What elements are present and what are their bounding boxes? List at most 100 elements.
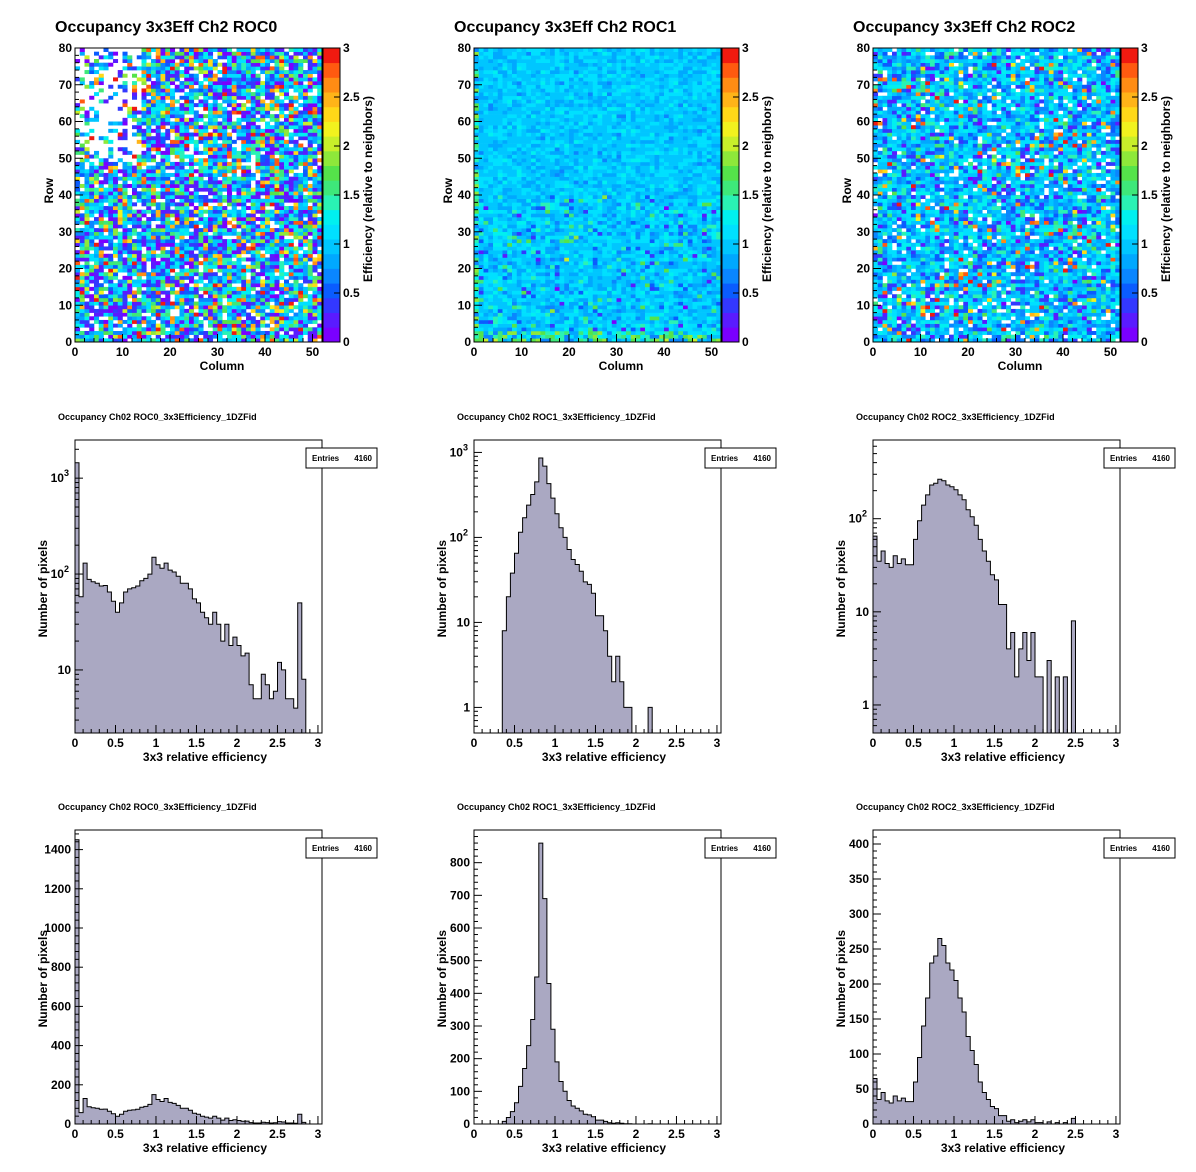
heatmap-cell	[108, 191, 114, 196]
heatmap-cell	[597, 268, 603, 273]
heatmap-cell	[578, 301, 584, 306]
heatmap-cell	[303, 117, 309, 122]
heatmap-cell	[75, 202, 81, 207]
heatmap-cell	[635, 294, 641, 299]
heatmap-cell	[692, 283, 698, 288]
heatmap-cell	[198, 84, 204, 89]
heatmap-cell	[545, 268, 551, 273]
heatmap-cell	[117, 308, 123, 313]
heatmap-cell	[531, 257, 537, 262]
heatmap-cell	[84, 59, 90, 63]
heatmap-cell	[113, 231, 119, 236]
heatmap-cell	[293, 51, 299, 56]
heatmap-cell	[113, 264, 119, 269]
heatmap-cell	[597, 275, 603, 280]
heatmap-cell	[288, 147, 294, 152]
heatmap-cell	[250, 114, 256, 119]
heatmap-cell	[227, 103, 233, 108]
heatmap-cell	[654, 327, 660, 332]
heatmap-cell	[170, 106, 176, 111]
heatmap-cell	[303, 319, 309, 324]
heatmap-cell	[284, 319, 290, 324]
heatmap-cell	[155, 99, 161, 104]
heatmap-cell	[274, 242, 280, 247]
heatmap-cell	[103, 139, 109, 144]
heatmap-cell	[265, 209, 271, 214]
heatmap-cell	[307, 106, 313, 111]
heatmap-cell	[564, 257, 570, 262]
heatmap-cell	[189, 121, 195, 126]
heatmap-cell	[626, 261, 632, 266]
heatmap-cell	[193, 323, 199, 328]
heatmap-cell	[136, 275, 142, 280]
heatmap-cell	[307, 217, 313, 222]
heatmap-cell	[635, 283, 641, 288]
heatmap-cell	[307, 246, 313, 251]
heatmap-cell	[155, 51, 161, 56]
heatmap-cell	[146, 154, 152, 159]
heatmap-cell	[179, 228, 185, 233]
heatmap-cell	[478, 305, 484, 310]
heatmap-cell	[678, 279, 684, 284]
heatmap-cell	[246, 62, 252, 67]
heatmap-cell	[236, 330, 242, 335]
heatmap-cell	[231, 73, 237, 78]
heatmap-cell	[132, 81, 138, 86]
heatmap-cell	[531, 330, 537, 335]
heatmap-cell	[683, 246, 689, 251]
heatmap-cell	[241, 268, 247, 273]
heatmap-cell	[165, 272, 171, 277]
heatmap-cell	[535, 257, 541, 262]
heatmap-cell	[545, 272, 551, 277]
heatmap-cell	[279, 114, 285, 119]
heatmap-cell	[246, 195, 252, 199]
heatmap-cell	[279, 253, 285, 258]
heatmap-cell	[246, 279, 252, 284]
heatmap-cell	[497, 246, 503, 251]
heatmap-cell	[236, 220, 242, 225]
heatmap-cell	[184, 121, 190, 126]
heatmap-cell	[706, 330, 712, 335]
heatmap-cell	[227, 261, 233, 266]
heatmap-cell	[79, 77, 85, 82]
heatmap-cell	[288, 62, 294, 67]
heatmap-cell	[174, 319, 180, 324]
heatmap-cell	[250, 77, 256, 82]
heatmap-cell	[683, 319, 689, 324]
heatmap-cell	[716, 294, 722, 299]
heatmap-cell	[113, 202, 119, 207]
heatmap-cell	[288, 228, 294, 233]
heatmap-cell	[246, 297, 252, 302]
heatmap-cell	[184, 183, 190, 188]
heatmap-cell	[284, 261, 290, 266]
heatmap-cell	[578, 272, 584, 277]
heatmap-cell	[265, 272, 271, 277]
heatmap-cell	[122, 220, 128, 225]
heatmap-cell	[84, 279, 90, 284]
heatmap-cell	[160, 213, 166, 218]
heatmap-cell	[136, 183, 142, 188]
heatmap-cell	[84, 172, 90, 177]
heatmap-cell	[630, 312, 636, 317]
heatmap-cell	[217, 231, 223, 236]
heatmap-cell	[132, 316, 138, 321]
heatmap-cell	[141, 202, 147, 207]
heatmap-cell	[317, 217, 323, 222]
heatmap-cell	[611, 261, 617, 266]
heatmap-cell	[246, 290, 252, 295]
heatmap-cell	[307, 286, 313, 291]
heatmap-cell	[279, 231, 285, 236]
heatmap-cell	[569, 319, 575, 324]
heatmap-cell	[174, 183, 180, 188]
heatmap-cell	[540, 301, 546, 306]
heatmap-cell	[193, 51, 199, 56]
heatmap-cell	[122, 191, 128, 196]
heatmap-cell	[227, 297, 233, 302]
heatmap-cell	[488, 250, 494, 255]
heatmap-cell	[265, 84, 271, 89]
heatmap-cell	[155, 272, 161, 277]
heatmap-cell	[279, 239, 285, 244]
heatmap-cell	[212, 66, 218, 71]
heatmap-cell	[673, 330, 679, 335]
heatmap-cell	[198, 250, 204, 255]
